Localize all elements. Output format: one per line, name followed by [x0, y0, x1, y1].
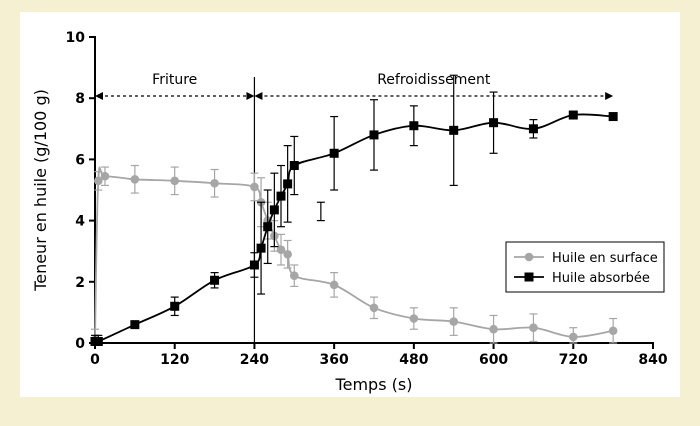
legend-label: Huile absorbée [552, 271, 650, 286]
data-point [449, 317, 459, 326]
data-point [568, 110, 578, 120]
data-point [489, 118, 499, 128]
x-tick-label: 360 [320, 352, 349, 368]
x-tick-label: 120 [160, 352, 189, 368]
legend: Huile en surface Huile absorbée [505, 241, 665, 293]
data-point [170, 176, 180, 186]
chart-frame [20, 12, 680, 397]
data-point [94, 176, 103, 186]
x-tick-label: 480 [399, 352, 428, 368]
data-point [568, 332, 578, 342]
data-point [329, 280, 339, 290]
data-point [369, 303, 379, 313]
data-point [449, 125, 459, 135]
data-point [263, 222, 273, 232]
data-point [210, 275, 220, 285]
phase-arrow-head-right [246, 92, 255, 100]
data-point [130, 320, 140, 330]
data-point [489, 324, 498, 334]
data-point [210, 178, 219, 188]
data-point [409, 314, 419, 323]
data-point [170, 301, 180, 311]
data-point [130, 174, 140, 184]
data-point [329, 148, 339, 158]
y-tick-label: 4 [75, 214, 85, 230]
y-tick-label: 0 [75, 336, 85, 352]
legend-label: Huile en surface [552, 251, 658, 266]
phase-annotations: Friture Refroidissement [95, 72, 614, 343]
x-tick-label: 600 [479, 352, 508, 368]
data-point [608, 326, 618, 336]
data-point [608, 112, 618, 122]
data-point [256, 243, 266, 253]
phase-arrow-head-left [95, 92, 103, 100]
series-absorbed [90, 74, 618, 346]
phase-label: Refroidissement [377, 72, 491, 88]
phase-label: Friture [152, 72, 197, 88]
data-point [269, 205, 279, 215]
axes-group: 0 120 240 360 480 600 720 840 0 2 4 6 8 10 [66, 30, 668, 368]
phase-arrow-head-right [605, 92, 614, 100]
data-point [528, 124, 538, 134]
legend-marker [524, 252, 534, 262]
data-point [250, 182, 259, 192]
data-point [283, 179, 293, 189]
x-tick-label: 720 [559, 352, 588, 368]
data-point [369, 130, 379, 140]
legend-marker [524, 272, 534, 282]
y-axis-label: Teneur en huile (g/100 g) [31, 89, 50, 292]
data-point [276, 245, 286, 254]
y-tick-label: 10 [66, 30, 86, 46]
data-point [289, 161, 299, 171]
y-tick-label: 6 [75, 152, 85, 168]
data-point [93, 336, 103, 346]
y-tick-label: 8 [75, 91, 85, 107]
y-tick-label: 2 [75, 275, 85, 291]
data-point [276, 191, 286, 201]
x-tick-label: 0 [90, 352, 100, 368]
data-point [100, 171, 110, 181]
data-point [409, 121, 419, 131]
series-group [90, 74, 618, 346]
legend-box [505, 241, 665, 293]
x-tick-label: 840 [638, 352, 667, 368]
data-point [283, 249, 292, 259]
x-tick-label: 240 [240, 352, 269, 368]
data-point [529, 323, 538, 333]
data-point [249, 260, 259, 270]
phase-arrow-head-left [254, 92, 263, 100]
x-axis-label: Temps (s) [335, 375, 413, 394]
data-point [289, 271, 299, 280]
